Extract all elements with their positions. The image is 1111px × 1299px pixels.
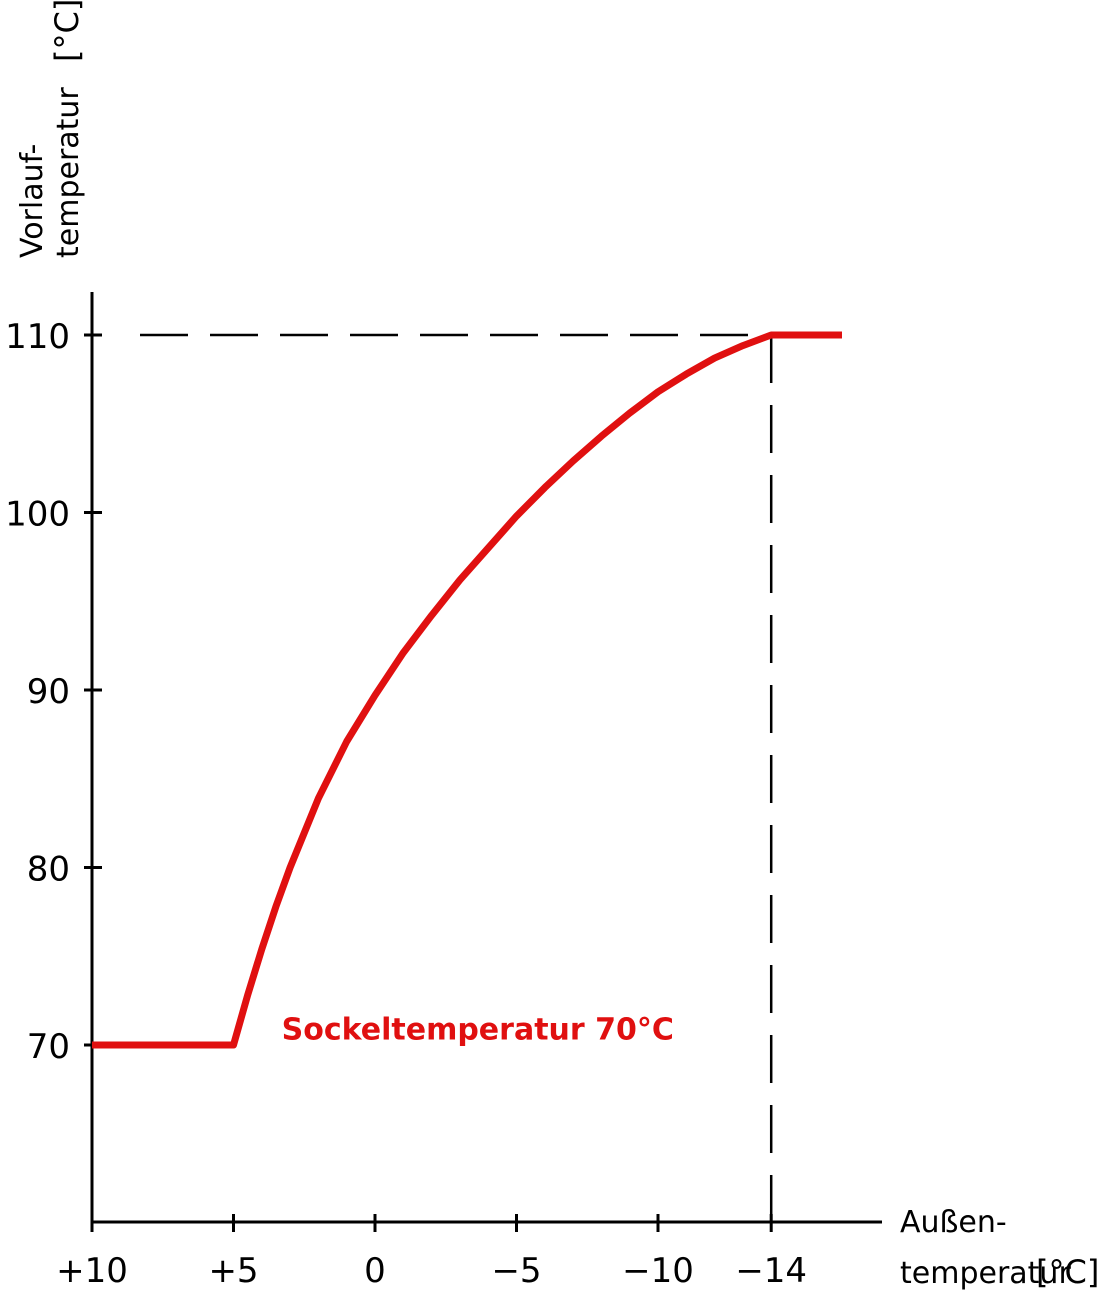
y-axis-unit: [°C] [48, 0, 86, 62]
y-axis-title-line2: temperatur [51, 87, 86, 258]
axes [90, 292, 882, 1224]
annotations: Sockeltemperatur 70°C [282, 1013, 674, 1048]
y-tick-label: 110 [5, 317, 70, 357]
series-layer [92, 331, 842, 1049]
axis-ticks: 70 80 90 100 110 +10 +5 0 −5 −10 −14 [5, 317, 807, 1291]
y-axis-title-line1: Vorlauf- [15, 144, 50, 258]
x-axis-unit: [°C] [1036, 1253, 1099, 1291]
x-tick-label: 0 [364, 1251, 386, 1291]
y-tick-label: 100 [5, 495, 70, 535]
x-tick-label: −10 [622, 1251, 694, 1291]
x-axis-title-line1: Außen- [900, 1205, 1007, 1240]
x-tick-label: +5 [208, 1251, 258, 1291]
x-tick-label: −14 [735, 1251, 807, 1291]
y-tick-label: 80 [27, 850, 70, 890]
y-axis-title-group: Vorlauf- [15, 144, 50, 258]
y-axis-title-group-2: temperatur [°C] [48, 0, 86, 258]
reference-lines [140, 333, 773, 1222]
x-axis-title-line2: temperatur [900, 1256, 1071, 1291]
y-tick-label: 90 [27, 672, 70, 712]
annotation-label: Sockeltemperatur 70°C [282, 1013, 674, 1048]
series-line [92, 331, 842, 1049]
x-tick-label: −5 [491, 1251, 541, 1291]
y-tick-label: 70 [27, 1027, 70, 1067]
x-tick-label: +10 [56, 1251, 128, 1291]
